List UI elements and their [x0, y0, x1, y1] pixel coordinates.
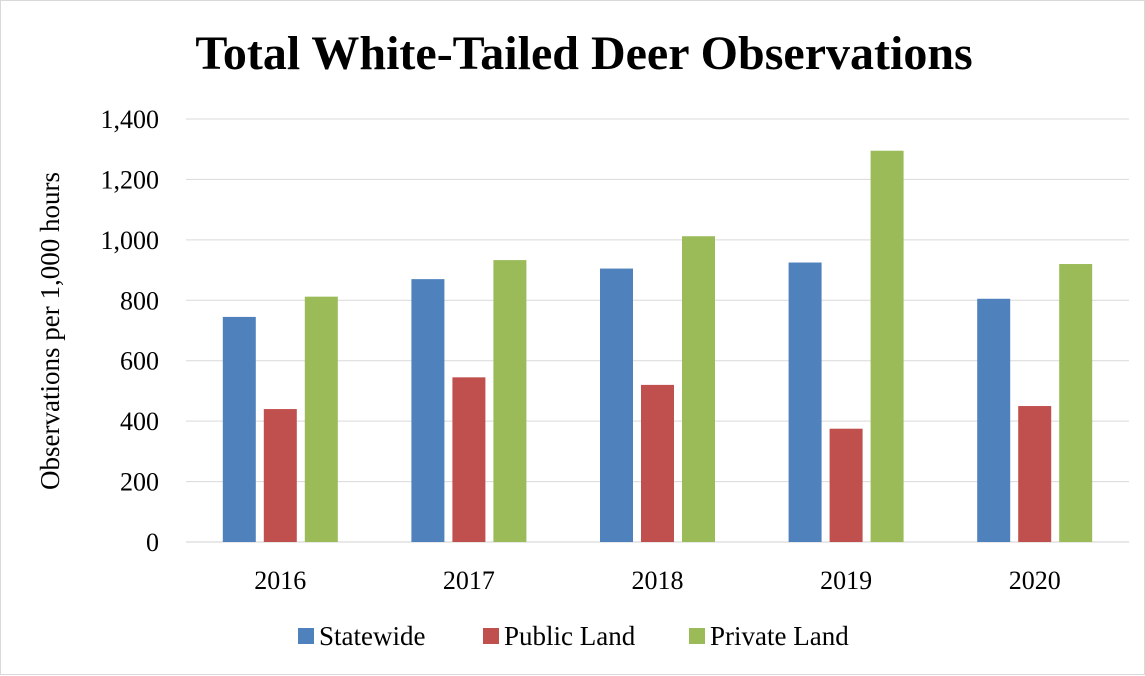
bar-statewide-2020 [977, 298, 1011, 542]
y-tick-label: 600 [120, 347, 159, 376]
legend-swatch-statewide [298, 628, 314, 644]
legend-swatch-public-land [483, 628, 499, 644]
y-tick-label: 200 [120, 468, 159, 497]
legend-label: Public Land [504, 621, 636, 651]
bar-statewide-2016 [222, 316, 256, 542]
y-tick-label: 400 [120, 407, 159, 436]
bar-public-land-2019 [829, 428, 863, 542]
legend: Statewide Public Land Private Land [298, 621, 849, 651]
chart-title: Total White-Tailed Deer Observations [195, 27, 972, 80]
bar-statewide-2019 [788, 262, 822, 542]
y-tick-label: 800 [120, 286, 159, 315]
bar-statewide-2017 [411, 279, 445, 542]
legend-label: Private Land [710, 621, 849, 651]
x-tick-label: 2018 [632, 566, 684, 595]
x-tick-label: 2019 [820, 566, 872, 595]
x-tick-label: 2017 [443, 566, 495, 595]
bar-public-land-2018 [641, 384, 674, 542]
legend-swatch-private-land [689, 628, 705, 644]
y-tick-label: 1,400 [101, 105, 160, 134]
gridlines [186, 118, 1129, 543]
y-axis-ticks: 0 200 400 600 800 1,000 1,200 1,400 [101, 105, 160, 557]
bar-public-land-2020 [1018, 406, 1052, 542]
bar-private-land-2018 [682, 236, 715, 542]
bar-private-land-2017 [493, 260, 527, 542]
bar-public-land-2016 [263, 409, 297, 542]
bar-public-land-2017 [452, 377, 486, 542]
bar-statewide-2018 [600, 268, 633, 542]
bars [222, 150, 1093, 542]
y-tick-label: 1,000 [101, 226, 160, 255]
bar-private-land-2019 [870, 150, 904, 542]
x-tick-label: 2020 [1009, 566, 1061, 595]
legend-label: Statewide [319, 621, 425, 651]
bar-private-land-2020 [1059, 264, 1093, 542]
x-tick-label: 2016 [254, 566, 306, 595]
bar-private-land-2016 [304, 296, 338, 542]
x-axis-ticks: 2016 2017 2018 2019 2020 [254, 566, 1060, 595]
y-axis-title: Observations per 1,000 hours [35, 172, 65, 490]
y-tick-label: 1,200 [101, 165, 160, 194]
y-tick-label: 0 [146, 528, 159, 557]
